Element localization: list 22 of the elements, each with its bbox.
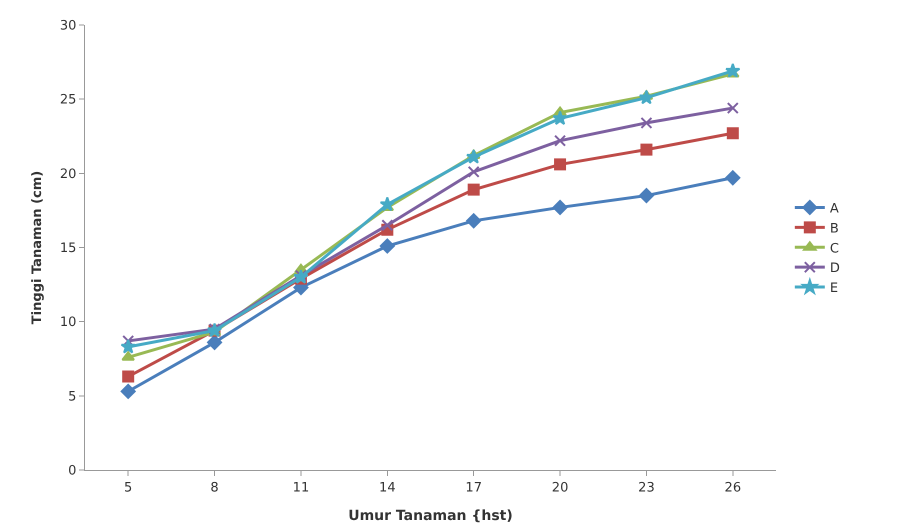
x-tick-label: 5 — [124, 480, 132, 496]
x-tick-label: 20 — [552, 480, 568, 496]
x-tick-label: 11 — [292, 480, 310, 496]
x-tick-label: 14 — [379, 480, 396, 496]
legend-label: A — [830, 202, 839, 217]
legend-label: C — [830, 241, 839, 256]
y-tick-label: 20 — [60, 166, 76, 182]
x-tick-label: 23 — [638, 480, 655, 496]
y-tick-label: 10 — [60, 315, 76, 330]
y-tick-label: 30 — [60, 18, 76, 34]
x-tick-label: 26 — [724, 480, 742, 496]
legend-label: B — [830, 221, 839, 236]
legend-label: D — [830, 261, 840, 276]
x-tick-label: 8 — [210, 480, 219, 496]
x-axis-title: Umur Tanaman {hst) — [348, 508, 513, 524]
y-tick-label: 0 — [68, 464, 76, 479]
y-tick-label: 25 — [60, 92, 76, 108]
legend-label: E — [830, 281, 838, 296]
y-tick-label: 5 — [68, 389, 76, 404]
y-axis-title: Tinggi Tanaman (cm) — [30, 170, 45, 324]
y-tick-label: 15 — [60, 241, 76, 256]
x-tick-label: 17 — [465, 480, 482, 496]
